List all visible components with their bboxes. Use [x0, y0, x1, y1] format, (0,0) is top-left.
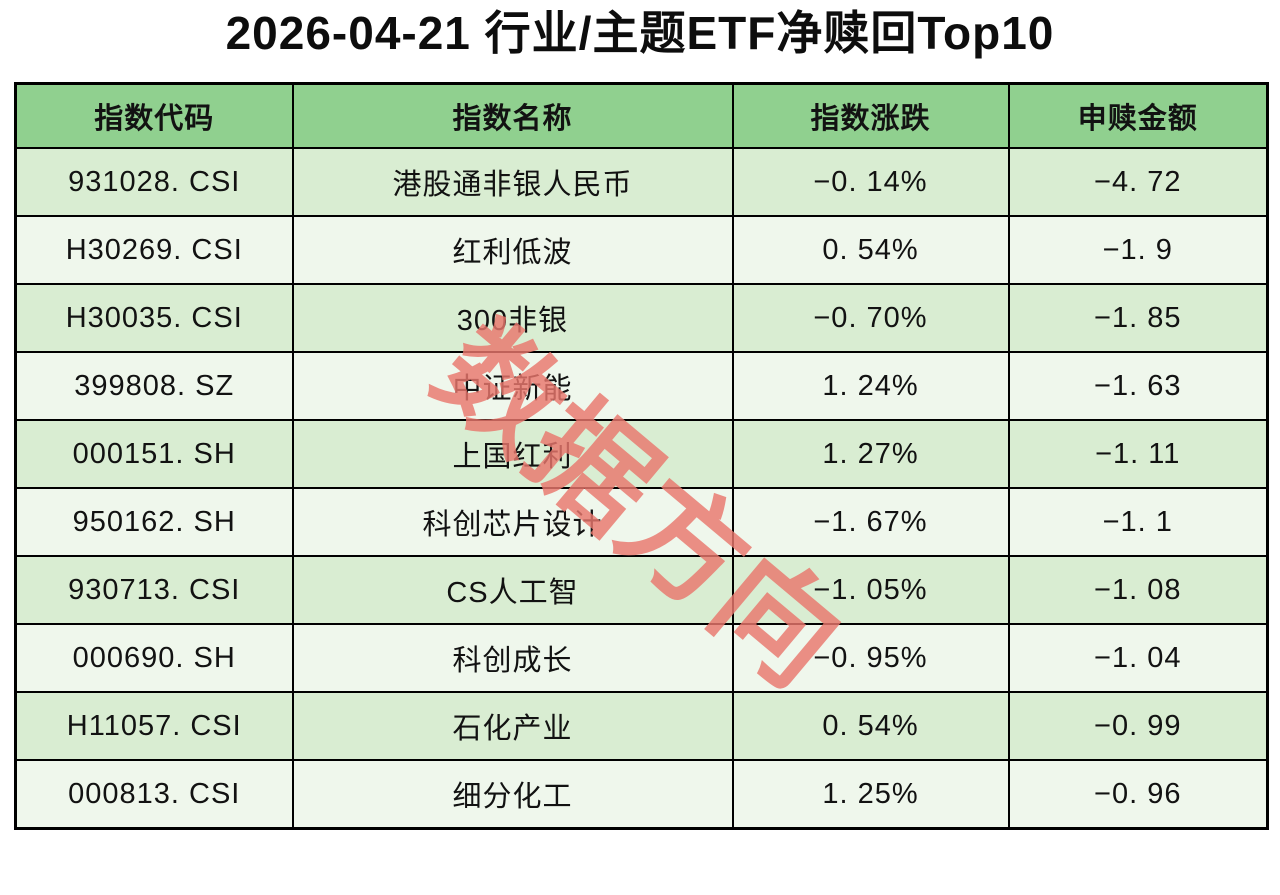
table-row: 000813. CSI 细分化工 1. 25% −0. 96 [14, 759, 1269, 830]
cell-index-code: 930713. CSI [14, 555, 294, 626]
table-row: 950162. SH 科创芯片设计 −1. 67% −1. 1 [14, 487, 1269, 558]
cell-index-name: 石化产业 [291, 691, 734, 762]
cell-amount: −1. 9 [1007, 215, 1269, 286]
cell-index-code: 931028. CSI [14, 147, 294, 218]
table-row: 930713. CSI CS人工智 −1. 05% −1. 08 [14, 555, 1269, 626]
cell-index-change: −1. 67% [731, 487, 1010, 558]
cell-index-name: 上国红利 [291, 419, 734, 490]
page-title: 2026-04-21 行业/主题ETF净赎回Top10 [225, 7, 1055, 59]
cell-index-name: 红利低波 [291, 215, 734, 286]
cell-index-change: −1. 05% [731, 555, 1010, 626]
cell-index-change: −0. 95% [731, 623, 1010, 694]
cell-index-change: 1. 24% [731, 351, 1010, 422]
header-index-change: 指数涨跌 [731, 82, 1010, 150]
cell-index-code: 000813. CSI [14, 759, 294, 830]
cell-index-change: 1. 25% [731, 759, 1010, 830]
cell-index-name: 科创芯片设计 [291, 487, 734, 558]
cell-amount: −0. 96 [1007, 759, 1269, 830]
cell-amount: −1. 85 [1007, 283, 1269, 354]
cell-index-code: 000690. SH [14, 623, 294, 694]
cell-amount: −1. 08 [1007, 555, 1269, 626]
cell-index-code: H30269. CSI [14, 215, 294, 286]
cell-index-name: 细分化工 [291, 759, 734, 830]
cell-index-code: 000151. SH [14, 419, 294, 490]
cell-index-code: H30035. CSI [14, 283, 294, 354]
table-row: 399808. SZ 中证新能 1. 24% −1. 63 [14, 351, 1269, 422]
cell-index-name: 港股通非银人民币 [291, 147, 734, 218]
table-row: 000151. SH 上国红利 1. 27% −1. 11 [14, 419, 1269, 490]
cell-index-change: −0. 14% [731, 147, 1010, 218]
cell-index-change: 1. 27% [731, 419, 1010, 490]
cell-index-change: −0. 70% [731, 283, 1010, 354]
table-header-row: 指数代码 指数名称 指数涨跌 申赎金额 [14, 82, 1269, 150]
cell-index-code: 399808. SZ [14, 351, 294, 422]
header-amount: 申赎金额 [1007, 82, 1269, 150]
cell-amount: −4. 72 [1007, 147, 1269, 218]
cell-amount: −1. 04 [1007, 623, 1269, 694]
cell-index-name: 300非银 [291, 283, 734, 354]
cell-index-name: CS人工智 [291, 555, 734, 626]
cell-index-code: H11057. CSI [14, 691, 294, 762]
cell-index-code: 950162. SH [14, 487, 294, 558]
header-index-code: 指数代码 [14, 82, 294, 150]
header-index-name: 指数名称 [291, 82, 734, 150]
table-row: 931028. CSI 港股通非银人民币 −0. 14% −4. 72 [14, 147, 1269, 218]
cell-index-name: 科创成长 [291, 623, 734, 694]
cell-amount: −1. 63 [1007, 351, 1269, 422]
table-row: H11057. CSI 石化产业 0. 54% −0. 99 [14, 691, 1269, 762]
table-row: H30035. CSI 300非银 −0. 70% −1. 85 [14, 283, 1269, 354]
cell-amount: −1. 11 [1007, 419, 1269, 490]
cell-index-name: 中证新能 [291, 351, 734, 422]
etf-redemption-table: 指数代码 指数名称 指数涨跌 申赎金额 931028. CSI 港股通非银人民币… [14, 82, 1269, 831]
cell-amount: −0. 99 [1007, 691, 1269, 762]
cell-index-change: 0. 54% [731, 215, 1010, 286]
cell-amount: −1. 1 [1007, 487, 1269, 558]
table-row: 000690. SH 科创成长 −0. 95% −1. 04 [14, 623, 1269, 694]
cell-index-change: 0. 54% [731, 691, 1010, 762]
table-row: H30269. CSI 红利低波 0. 54% −1. 9 [14, 215, 1269, 286]
